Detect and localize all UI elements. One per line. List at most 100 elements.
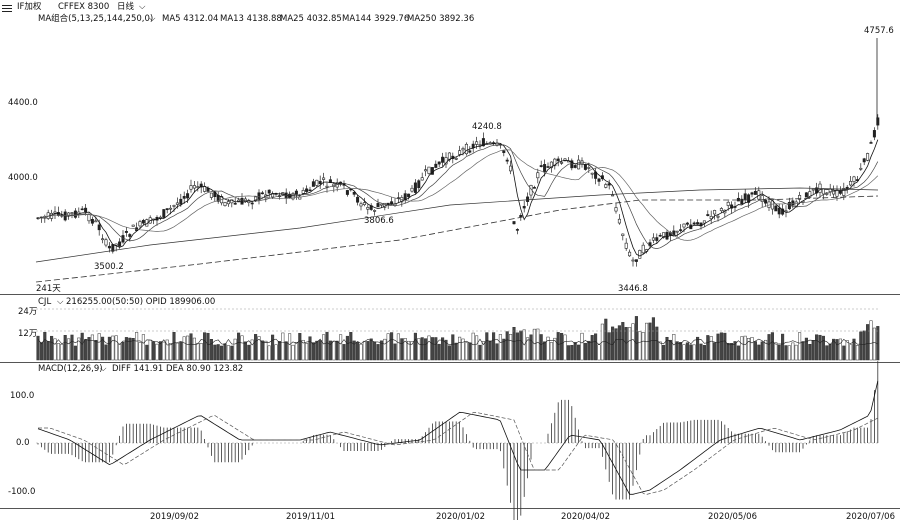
volume-bar — [260, 340, 264, 361]
volume-bar — [70, 334, 74, 361]
volume-bar — [424, 338, 428, 361]
volume-bar — [481, 341, 485, 361]
volume-bar — [583, 342, 587, 361]
oi-axis-label: 12万 — [18, 329, 38, 339]
candle-body — [852, 176, 856, 182]
candle-body — [543, 164, 547, 172]
volume-bar — [152, 341, 156, 361]
volume-bar — [97, 333, 101, 361]
instrument-name[interactable]: IF加权 — [17, 2, 42, 12]
volume-bar — [743, 335, 747, 361]
volume-bar — [842, 345, 846, 361]
hamburger-icon[interactable] — [2, 4, 12, 12]
candle-body — [413, 182, 417, 193]
volume-bar — [379, 340, 383, 361]
volume-bar — [692, 344, 696, 361]
candle-body — [464, 143, 468, 155]
chevron-down-icon[interactable]: ⌵ — [139, 2, 146, 12]
volume-bar — [767, 334, 771, 361]
volume-bar — [277, 341, 281, 361]
volume-bar — [203, 332, 207, 361]
candle-body — [655, 237, 659, 241]
candle-body — [706, 214, 710, 216]
candle-body — [583, 164, 587, 170]
volume-bar — [281, 332, 285, 361]
volume-bar — [216, 344, 220, 361]
volume-bar — [614, 328, 618, 361]
candle-body — [192, 185, 196, 189]
candle-body — [658, 234, 662, 237]
volume-bar — [872, 327, 876, 361]
candle-body — [196, 186, 200, 188]
candle-body — [172, 205, 176, 207]
volume-bar — [403, 338, 407, 361]
volume-bar — [713, 342, 717, 361]
volume-bar — [46, 341, 50, 361]
volume-bar — [308, 336, 312, 361]
candle-body — [325, 185, 329, 188]
chevron-down-icon[interactable]: ⌵ — [100, 364, 107, 374]
candle-body — [798, 195, 802, 200]
candle-body — [842, 188, 846, 196]
candle-body — [862, 158, 866, 163]
volume-bar — [662, 344, 666, 361]
volume-bar — [492, 332, 496, 361]
candle-body — [461, 148, 465, 151]
candle-body — [131, 224, 135, 227]
candle-body — [675, 230, 679, 233]
ma-indicator-label[interactable]: MA组合(5,13,25,144,250,0) — [38, 14, 154, 24]
volume-bar — [226, 345, 230, 361]
candle-body — [305, 188, 309, 192]
volume-bar — [651, 317, 655, 361]
candle-body — [186, 193, 190, 199]
volume-bar — [641, 332, 645, 361]
candle-body — [427, 166, 431, 174]
volume-bar — [478, 344, 482, 361]
volume-bar — [726, 342, 730, 361]
volume-bar — [838, 338, 842, 361]
volume-bar — [832, 338, 836, 361]
candle-body — [774, 205, 778, 212]
chevron-down-icon[interactable]: ⌵ — [57, 297, 64, 307]
volume-bar — [573, 342, 577, 361]
volume-bar — [716, 333, 720, 361]
ma13-value: MA13 4138.88 — [220, 14, 282, 24]
volume-bar — [60, 343, 64, 361]
volume-bar — [665, 336, 669, 361]
macd-indicator-label[interactable]: MACD(12,26,9) — [38, 364, 103, 374]
volume-bar — [427, 335, 431, 361]
volume-bar — [121, 341, 125, 361]
candle-body — [719, 208, 723, 212]
volume-bar — [441, 337, 445, 361]
macd-axis-label: 100.0 — [10, 391, 35, 401]
ma13-line — [37, 144, 879, 249]
candle-body — [634, 259, 638, 262]
ma144-line — [35, 187, 879, 263]
volume-bar — [570, 345, 574, 361]
candle-body — [322, 177, 326, 180]
candle-body — [169, 207, 173, 210]
volume-bar — [274, 344, 278, 361]
volume-bar — [454, 342, 458, 361]
volume-bar — [539, 334, 543, 361]
candle-body — [240, 197, 244, 205]
panel-divider — [0, 294, 900, 295]
volume-bar — [495, 343, 499, 361]
volume-bar — [794, 344, 798, 361]
volume-bar — [373, 341, 377, 361]
volume-bar — [577, 344, 581, 361]
cjl-indicator-label[interactable]: CJL — [38, 297, 52, 307]
candle-body — [407, 193, 411, 198]
volume-bar — [36, 335, 40, 361]
chevron-down-icon[interactable]: ⌵ — [149, 14, 156, 24]
candle-body — [94, 220, 98, 223]
candle-body — [233, 202, 237, 205]
volume-bar — [458, 336, 462, 361]
price-axis-label: 4000.0 — [8, 173, 38, 183]
period-selector[interactable]: 日线 — [117, 2, 135, 12]
volume-bar — [366, 341, 370, 361]
candle-body — [366, 207, 370, 210]
volume-bar — [835, 339, 839, 361]
volume-bar — [750, 337, 754, 361]
